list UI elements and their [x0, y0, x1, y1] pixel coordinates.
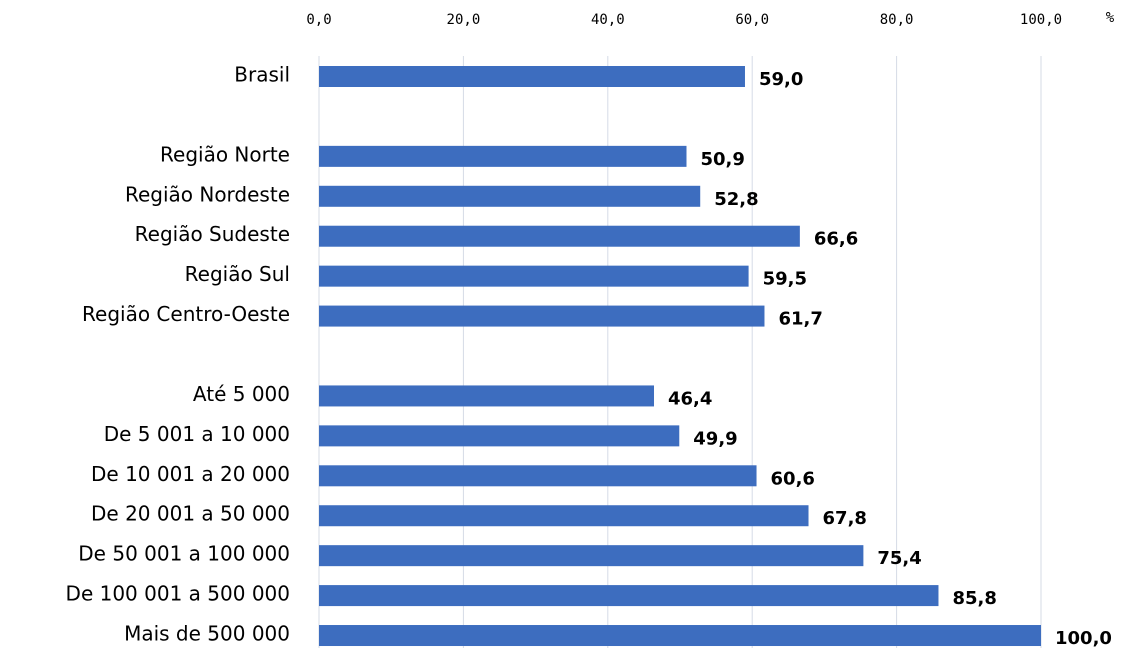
bar [319, 585, 939, 607]
bar [319, 465, 757, 487]
category-label: Região Sudeste [135, 222, 290, 246]
x-tick-label: 0,0 [306, 12, 331, 28]
bar [319, 625, 1041, 647]
bar [319, 225, 800, 247]
x-tick-label: 100,0 [1020, 12, 1062, 28]
value-label: 66,6 [814, 229, 858, 250]
x-tick-label: 40,0 [591, 12, 625, 28]
value-label: 75,4 [877, 548, 921, 569]
category-label: Mais de 500 000 [124, 622, 290, 646]
category-label: De 5 001 a 10 000 [104, 422, 290, 446]
category-label: De 20 001 a 50 000 [91, 502, 290, 526]
bar [319, 425, 680, 447]
value-label: 50,9 [700, 149, 744, 170]
value-label: 46,4 [668, 388, 712, 409]
category-label: De 50 001 a 100 000 [78, 542, 290, 566]
x-tick-label: 60,0 [735, 12, 769, 28]
category-label: Brasil [234, 63, 290, 87]
category-label: De 100 001 a 500 000 [66, 582, 290, 606]
value-label: 59,0 [759, 69, 803, 90]
bar [319, 305, 765, 327]
bar [319, 66, 745, 87]
category-label: Região Norte [160, 142, 290, 166]
bar [319, 265, 749, 287]
value-label: 59,5 [763, 269, 807, 290]
bar [319, 145, 687, 167]
value-label: 100,0 [1055, 628, 1112, 648]
category-label: Região Centro-Oeste [82, 302, 290, 326]
bar [319, 505, 809, 527]
bar [319, 385, 655, 407]
value-label: 49,9 [693, 428, 737, 449]
category-label: Região Sul [185, 262, 290, 286]
x-axis-label: % [1106, 10, 1115, 26]
value-label: 67,8 [823, 508, 867, 529]
value-label: 60,6 [771, 468, 815, 489]
x-tick-label: 80,0 [880, 12, 914, 28]
category-label: De 10 001 a 20 000 [91, 462, 290, 486]
bar [319, 185, 701, 207]
value-label: 85,8 [952, 588, 996, 609]
x-tick-label: 20,0 [447, 12, 481, 28]
value-label: 52,8 [714, 189, 758, 210]
bar [319, 545, 864, 567]
value-label: 61,7 [778, 309, 822, 330]
category-label: Região Nordeste [125, 182, 290, 206]
category-label: Até 5 000 [193, 382, 290, 406]
